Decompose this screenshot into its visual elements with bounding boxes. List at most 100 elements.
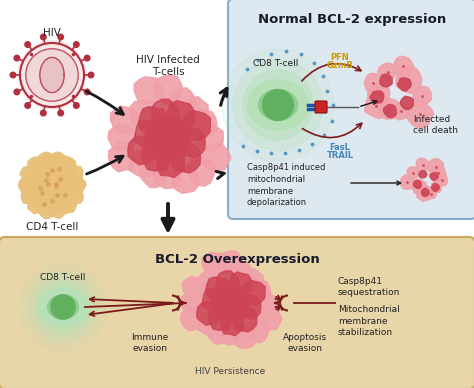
Polygon shape	[198, 313, 220, 336]
Text: HIV: HIV	[43, 28, 61, 38]
Text: PFN: PFN	[331, 52, 349, 62]
Polygon shape	[206, 320, 229, 344]
Polygon shape	[59, 156, 76, 174]
Polygon shape	[40, 57, 64, 93]
Polygon shape	[66, 187, 83, 204]
Polygon shape	[152, 99, 180, 130]
Text: GzmB: GzmB	[327, 62, 354, 71]
Polygon shape	[48, 152, 66, 169]
Polygon shape	[21, 187, 38, 204]
FancyArrowPatch shape	[351, 181, 401, 185]
Polygon shape	[383, 104, 396, 118]
Polygon shape	[421, 188, 429, 196]
Circle shape	[27, 50, 77, 100]
Circle shape	[25, 42, 30, 47]
Polygon shape	[164, 116, 184, 139]
Polygon shape	[411, 179, 427, 194]
Polygon shape	[108, 125, 137, 151]
Polygon shape	[216, 271, 239, 296]
Polygon shape	[195, 124, 223, 151]
FancyBboxPatch shape	[315, 101, 327, 113]
Circle shape	[10, 72, 16, 78]
Polygon shape	[139, 107, 167, 136]
Polygon shape	[367, 84, 390, 106]
Text: Immune
evasion: Immune evasion	[131, 333, 169, 353]
Polygon shape	[230, 262, 253, 286]
Polygon shape	[151, 136, 173, 159]
Circle shape	[73, 103, 79, 108]
Polygon shape	[216, 301, 234, 320]
Polygon shape	[175, 128, 205, 158]
Polygon shape	[66, 165, 83, 183]
Text: HIV Persistence: HIV Persistence	[195, 367, 265, 376]
Polygon shape	[365, 73, 384, 93]
Circle shape	[40, 110, 46, 116]
Polygon shape	[431, 182, 441, 193]
Polygon shape	[188, 109, 217, 137]
Text: FasL: FasL	[329, 142, 350, 151]
Text: BCL-2 Overexpression: BCL-2 Overexpression	[155, 253, 319, 265]
Polygon shape	[393, 103, 409, 120]
Polygon shape	[37, 152, 55, 169]
Polygon shape	[172, 142, 201, 173]
Circle shape	[28, 272, 98, 342]
Polygon shape	[139, 159, 167, 187]
Polygon shape	[426, 189, 436, 199]
Polygon shape	[229, 294, 249, 312]
Polygon shape	[38, 201, 55, 218]
Text: Casp8p41
sequestration: Casp8p41 sequestration	[338, 277, 401, 297]
Polygon shape	[253, 291, 276, 314]
Polygon shape	[142, 144, 171, 171]
Polygon shape	[241, 280, 265, 305]
Polygon shape	[164, 100, 195, 130]
Polygon shape	[28, 196, 46, 214]
Circle shape	[233, 60, 323, 150]
Polygon shape	[159, 128, 178, 148]
Polygon shape	[430, 164, 446, 180]
Ellipse shape	[258, 90, 298, 120]
Text: CD8 T-cell: CD8 T-cell	[253, 59, 299, 68]
Polygon shape	[378, 63, 397, 81]
Polygon shape	[370, 91, 384, 104]
Polygon shape	[157, 148, 185, 178]
Polygon shape	[58, 196, 77, 214]
Text: TRAIL: TRAIL	[327, 151, 354, 161]
Polygon shape	[206, 277, 229, 301]
Circle shape	[84, 55, 90, 61]
Polygon shape	[181, 306, 204, 331]
Circle shape	[58, 110, 64, 116]
Polygon shape	[419, 171, 427, 178]
Polygon shape	[233, 307, 257, 332]
Polygon shape	[179, 97, 208, 126]
FancyArrowPatch shape	[302, 64, 361, 81]
Circle shape	[25, 103, 30, 108]
Polygon shape	[181, 292, 204, 314]
Polygon shape	[162, 137, 186, 160]
Polygon shape	[197, 301, 221, 325]
Polygon shape	[168, 88, 196, 117]
Polygon shape	[365, 94, 388, 118]
Polygon shape	[109, 142, 137, 172]
Polygon shape	[210, 293, 229, 313]
Polygon shape	[416, 158, 429, 171]
Polygon shape	[202, 287, 226, 312]
Polygon shape	[406, 100, 434, 128]
Circle shape	[51, 295, 75, 319]
Polygon shape	[221, 311, 244, 336]
Circle shape	[84, 89, 90, 95]
Polygon shape	[151, 116, 174, 139]
Text: Normal BCL-2 expression: Normal BCL-2 expression	[258, 12, 446, 26]
Polygon shape	[413, 86, 432, 106]
Polygon shape	[172, 166, 199, 193]
Ellipse shape	[39, 287, 87, 327]
Polygon shape	[28, 157, 46, 175]
FancyBboxPatch shape	[0, 237, 474, 388]
Polygon shape	[218, 251, 243, 275]
Text: CD8 T-cell: CD8 T-cell	[40, 272, 86, 282]
Polygon shape	[144, 126, 167, 150]
Polygon shape	[154, 75, 183, 104]
Circle shape	[222, 49, 334, 161]
Circle shape	[243, 70, 313, 140]
Polygon shape	[48, 201, 66, 218]
FancyArrowPatch shape	[302, 123, 362, 138]
